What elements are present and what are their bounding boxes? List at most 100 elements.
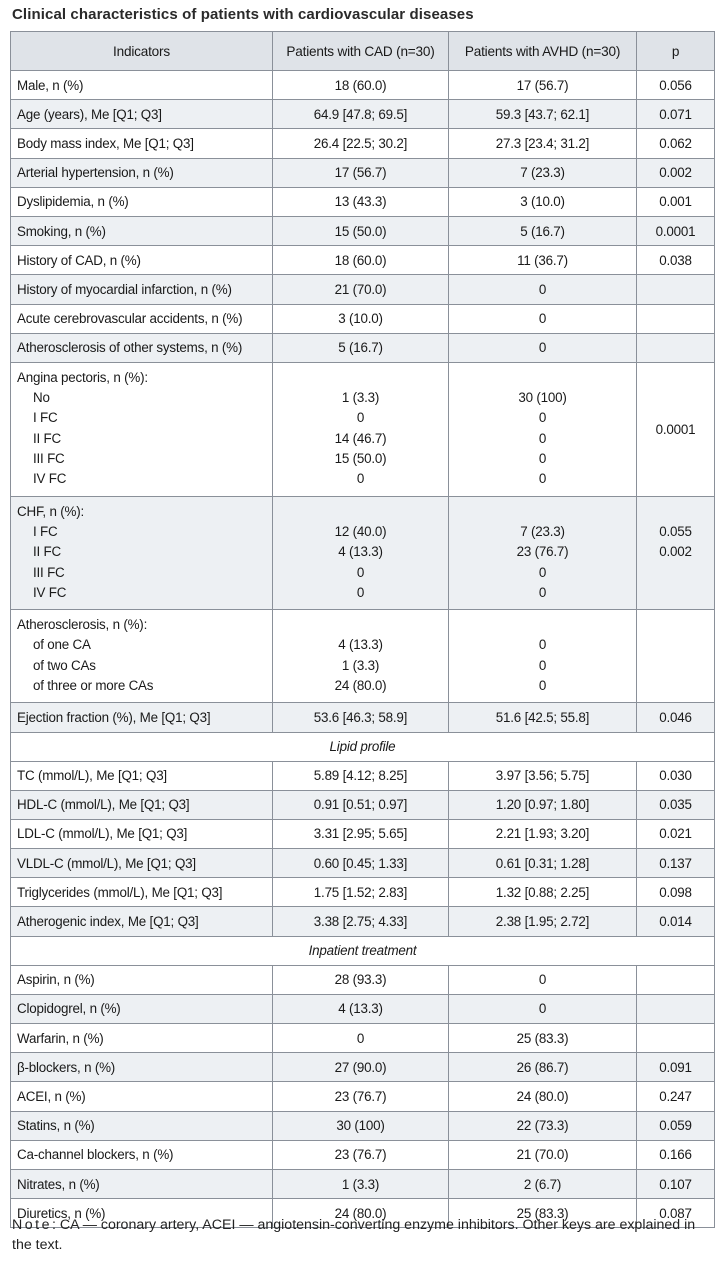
indicator-cell: Body mass index, Me [Q1; Q3] [10,128,273,159]
angina-group-item-cad: 14 (46.7) [334,430,387,446]
atherosclerosis-group-title: Atherosclerosis, n (%): [17,617,148,633]
indicator-cell: Atherogenic index, Me [Q1; Q3] [10,906,273,937]
table-row: HDL-C (mmol/L), Me [Q1; Q3] 0.91 [0.51; 0… [10,789,715,820]
avhd-value-cell: 2.21 [1.93; 3.20] [448,818,637,850]
atherosclerosis-group-item-cad: 24 (80.0) [334,678,387,694]
indicator-cell: Nitrates, n (%) [10,1168,273,1200]
indicator-cell: Clopidogrel, n (%) [10,993,273,1025]
table-row: Arterial hypertension, n (%) 17 (56.7) 7 (… [10,157,715,188]
cad-value-cell: 3.31 [2.95; 5.65] [272,818,449,850]
indicator-cell: Smoking, n (%) [10,215,273,247]
indicator-cell: Diuretics, n (%) [10,1198,273,1229]
p-value-cell: 0.247 [636,1081,715,1112]
table-row: Acute cerebrovascular accidents, n (%) 3 … [10,303,715,334]
chf-group-avhd-values: 7 (23.3) 23 (76.7) 0 0 [448,495,637,611]
p-value-cell: 0.056 [636,69,715,101]
table-row: History of myocardial infarction, n (%) 2… [10,274,715,305]
table-row: Atherogenic index, Me [Q1; Q3] 3.38 [2.75… [10,906,715,937]
table-row: Age (years), Me [Q1; Q3] 64.9 [47.8; 69.5… [10,99,715,130]
spacer [450,502,636,522]
header-indicators: Indicators [10,31,273,71]
spacer [274,502,448,522]
clinical-characteristics-table: Indicators Patients with CAD (n=30) Pati… [10,31,715,1229]
avhd-value-cell: 0.61 [0.31; 1.28] [448,848,637,879]
angina-group-item-label: No [33,390,50,406]
indicator-cell: Age (years), Me [Q1; Q3] [10,99,273,130]
p-value-cell [636,332,715,363]
p-value-cell: 0.166 [636,1139,715,1170]
indicator-cell: TC (mmol/L), Me [Q1; Q3] [10,760,273,791]
avhd-value-cell: 51.6 [42.5; 55.8] [448,702,637,733]
angina-group-item-cad: 15 (50.0) [334,451,387,467]
p-value-cell: 0.0001 [636,215,715,247]
avhd-value-cell: 1.20 [0.97; 1.80] [448,789,637,820]
inpatient-treatment-section: Inpatient treatment [10,935,715,966]
chf-p-value-2: 0.002 [659,544,692,560]
indicator-cell: LDL-C (mmol/L), Me [Q1; Q3] [10,818,273,850]
table-row: Aspirin, n (%) 28 (93.3) 0 [10,964,715,995]
chf-p-value-1: 0.055 [659,523,692,539]
header-p: p [636,31,715,71]
atherosclerosis-group: Atherosclerosis, n (%): of one CA of two C… [10,609,715,704]
cad-value-cell: 3 (10.0) [272,303,449,334]
atherosclerosis-group-cad-values: 4 (13.3) 1 (3.3) 24 (80.0) [272,609,449,704]
atherosclerosis-group-item-label: of one CA [33,637,91,653]
angina-group-title: Angina pectoris, n (%): [17,369,148,385]
indicator-cell: History of CAD, n (%) [10,245,273,276]
avhd-value-cell: 5 (16.7) [448,215,637,247]
table-row: Clopidogrel, n (%) 4 (13.3) 0 [10,993,715,1025]
angina-group-item-avhd: 0 [538,451,547,467]
indicator-cell: VLDL-C (mmol/L), Me [Q1; Q3] [10,848,273,879]
angina-group-indicators: Angina pectoris, n (%): No I FC II FC III FC… [10,361,273,497]
indicator-cell: Atherosclerosis of other systems, n (%) [10,332,273,363]
cad-value-cell: 0.91 [0.51; 0.97] [272,789,449,820]
inpatient-treatment-section-title: Inpatient treatment [10,935,715,966]
table-row: History of CAD, n (%) 18 (60.0) 11 (36.7) 0… [10,245,715,276]
p-value-cell: 0.062 [636,128,715,159]
atherosclerosis-group-indicators: Atherosclerosis, n (%): of one CA of two C… [10,609,273,704]
table-row: ACEI, n (%) 23 (76.7) 24 (80.0) 0.247 [10,1081,715,1112]
angina-group-item-label: II FC [33,430,62,446]
p-value-cell: 0.021 [636,818,715,850]
p-value-cell: 0.001 [636,186,715,217]
table-note: Note: CA — coronary artery, ACEI — angio… [12,1215,716,1255]
cad-value-cell: 0.60 [0.45; 1.33] [272,848,449,879]
table-row: Diuretics, n (%) 24 (80.0) 25 (83.3) 0.087 [10,1198,715,1229]
indicator-cell: Male, n (%) [10,69,273,101]
cad-value-cell: 30 (100) [272,1110,449,1141]
p-value-cell: 0.098 [636,877,715,908]
lipid-profile-section-title: Lipid profile [10,731,715,762]
indicator-cell: History of myocardial infarction, n (%) [10,274,273,305]
p-value-cell [636,303,715,334]
p-value-cell: 0.071 [636,99,715,130]
chf-group-title: CHF, n (%): [17,503,84,519]
cad-value-cell: 13 (43.3) [272,186,449,217]
avhd-value-cell: 17 (56.7) [448,69,637,101]
cad-value-cell: 23 (76.7) [272,1081,449,1112]
cad-value-cell: 5 (16.7) [272,332,449,363]
chf-group-item-cad: 0 [356,584,365,600]
table-row: Male, n (%) 18 (60.0) 17 (56.7) 0.056 [10,69,715,101]
cad-value-cell: 17 (56.7) [272,157,449,188]
angina-group-item-label: III FC [33,451,65,467]
avhd-value-cell: 59.3 [43.7; 62.1] [448,99,637,130]
avhd-value-cell: 7 (23.3) [448,157,637,188]
angina-group-item-label: IV FC [33,471,67,487]
spacer [450,615,636,635]
atherosclerosis-group-item-cad: 1 (3.3) [341,657,380,673]
chf-group: CHF, n (%): I FC II FC III FC IV FC 12 (40.0… [10,495,715,611]
chf-group-item-cad: 4 (13.3) [338,544,383,560]
indicator-cell: Acute cerebrovascular accidents, n (%) [10,303,273,334]
avhd-value-cell: 21 (70.0) [448,1139,637,1170]
indicator-cell: HDL-C (mmol/L), Me [Q1; Q3] [10,789,273,820]
chf-group-indicators: CHF, n (%): I FC II FC III FC IV FC [10,495,273,611]
table-row: Atherosclerosis of other systems, n (%) 5… [10,332,715,363]
atherosclerosis-group-item-avhd: 0 [538,678,547,694]
atherosclerosis-group-item-avhd: 0 [538,657,547,673]
angina-group-avhd-values: 30 (100) 0 0 0 0 [448,361,637,497]
indicator-cell: Aspirin, n (%) [10,964,273,995]
spacer [638,502,714,522]
indicator-cell: β-blockers, n (%) [10,1052,273,1083]
p-value-cell: 0.107 [636,1168,715,1200]
table-row: Ca-channel blockers, n (%) 23 (76.7) 21 (7… [10,1139,715,1170]
